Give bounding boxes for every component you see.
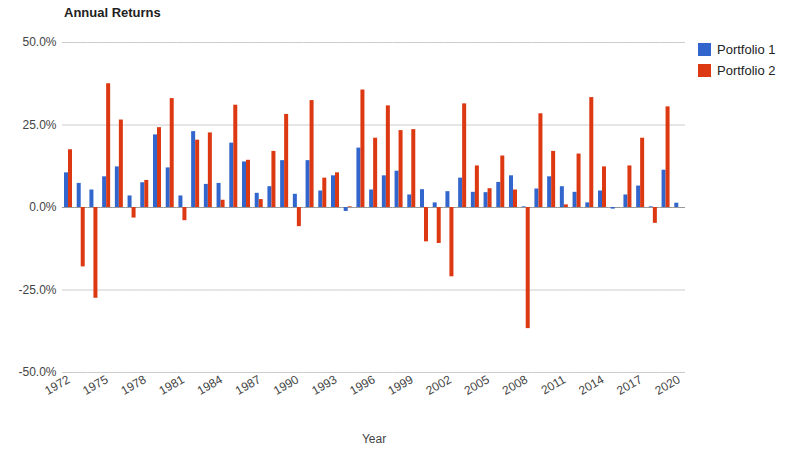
html-text:Annual Returns: Annual Returns <box>64 5 161 20</box>
svg-text:-50.0%: -50.0% <box>18 365 56 379</box>
svg-text:2020: 2020 <box>652 372 682 398</box>
svg-text:1981: 1981 <box>157 372 187 398</box>
svg-text:0.0%: 0.0% <box>29 200 57 214</box>
svg-text:1987: 1987 <box>233 372 263 398</box>
svg-text:2005: 2005 <box>462 372 492 398</box>
svg-text:2014: 2014 <box>576 372 606 398</box>
svg-text:1990: 1990 <box>271 372 301 398</box>
svg-text:25.0%: 25.0% <box>22 118 56 132</box>
svg-text:1978: 1978 <box>118 372 148 398</box>
svg-text:1999: 1999 <box>385 372 415 398</box>
svg-text:-25.0%: -25.0% <box>18 283 56 297</box>
svg-text:1972: 1972 <box>42 372 73 398</box>
svg-text:1996: 1996 <box>347 372 377 398</box>
svg-text:50.0%: 50.0% <box>22 35 56 49</box>
svg-text:1993: 1993 <box>309 372 339 398</box>
svg-text:2017: 2017 <box>614 372 644 398</box>
svg-text:2008: 2008 <box>500 372 530 398</box>
svg-text:2011: 2011 <box>539 372 569 397</box>
svg-text:1984: 1984 <box>195 372 225 398</box>
html-text:Portfolio 2: Portfolio 2 <box>717 63 776 78</box>
svg-text:1975: 1975 <box>80 372 110 398</box>
svg-text:2002: 2002 <box>424 372 454 398</box>
html-text:Portfolio 1: Portfolio 1 <box>717 42 776 57</box>
svg-text:Year: Year <box>362 432 386 446</box>
